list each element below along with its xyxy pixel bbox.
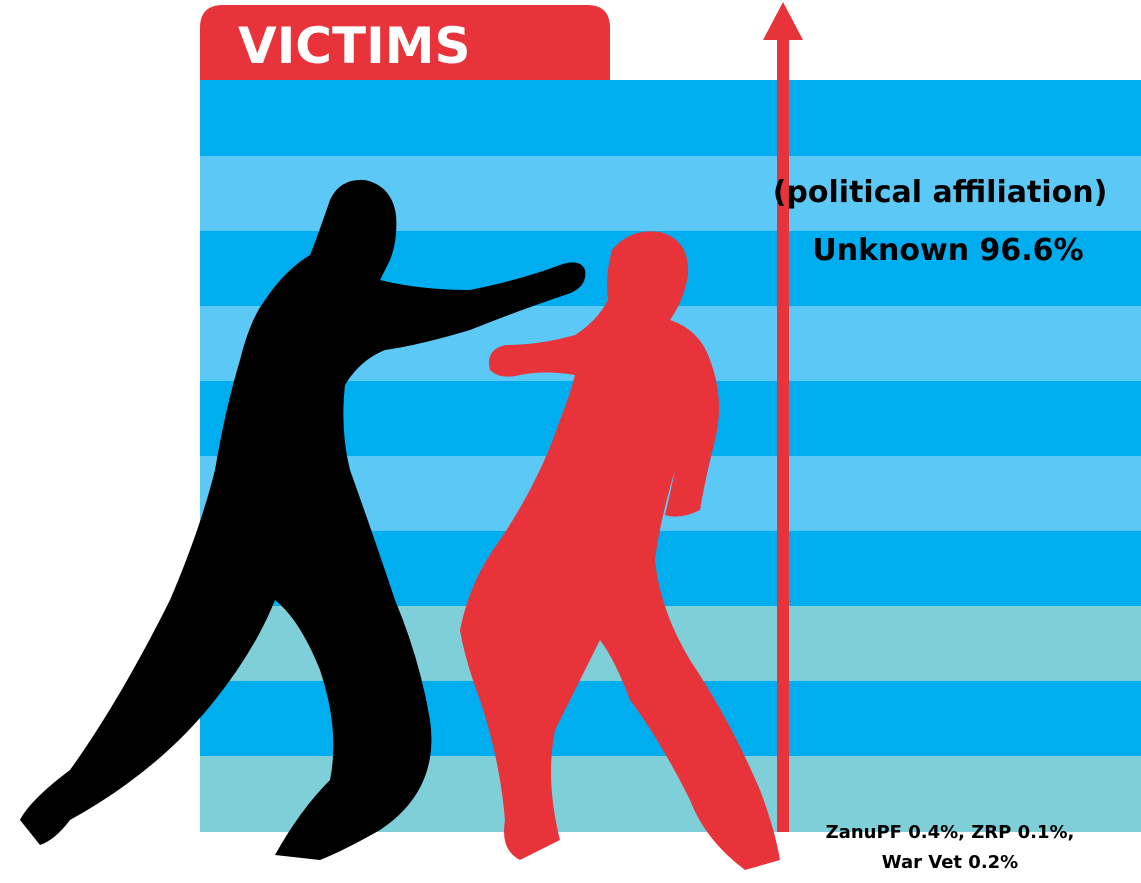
minor-label: ZanuPF 0.4%, ZRP 0.1%, xyxy=(826,822,1075,843)
arrow-head xyxy=(763,2,803,40)
title-tab xyxy=(200,5,610,80)
arrow xyxy=(763,2,803,832)
main-label: Unknown 96.6% xyxy=(812,233,1083,268)
stripe xyxy=(200,80,1141,156)
category-label: (political affiliation) xyxy=(773,175,1108,210)
minor-label: War Vet 0.2% xyxy=(882,852,1018,873)
attacker-silhouette xyxy=(20,179,586,861)
victim-silhouette xyxy=(460,231,780,870)
title: VICTIMS xyxy=(238,17,470,75)
arrow-shaft xyxy=(777,36,789,832)
